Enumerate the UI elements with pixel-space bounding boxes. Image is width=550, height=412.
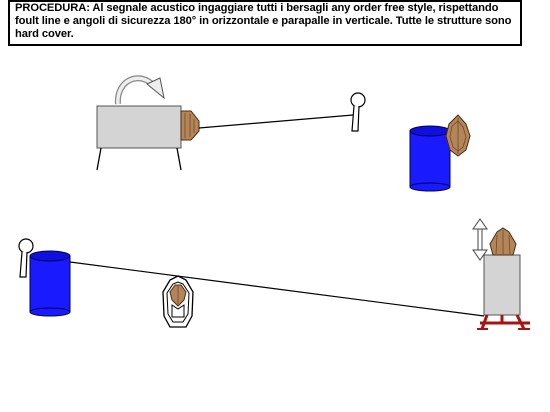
left-popper-target xyxy=(18,238,34,278)
right-wood-target xyxy=(489,227,517,256)
top-hard-cover xyxy=(96,105,182,171)
top-wood-target xyxy=(180,110,200,141)
no-shoot-target-icon xyxy=(162,275,194,328)
fault-line-top xyxy=(198,114,354,129)
procedure-text: PROCEDURA: Al segnale acustico ingaggiar… xyxy=(15,2,512,40)
double-vertical-arrow-icon xyxy=(472,218,488,261)
popper-target-icon xyxy=(350,92,366,132)
fault-line-bottom xyxy=(69,261,485,317)
right-red-stand xyxy=(477,314,530,330)
procedure-box: PROCEDURA: Al segnale acustico ingaggiar… xyxy=(8,0,522,46)
left-barrel xyxy=(29,250,71,317)
right-hard-cover xyxy=(483,254,521,316)
curved-arrow-icon xyxy=(114,75,165,105)
top-right-wood-target xyxy=(445,114,471,157)
top-right-barrel xyxy=(409,125,451,192)
